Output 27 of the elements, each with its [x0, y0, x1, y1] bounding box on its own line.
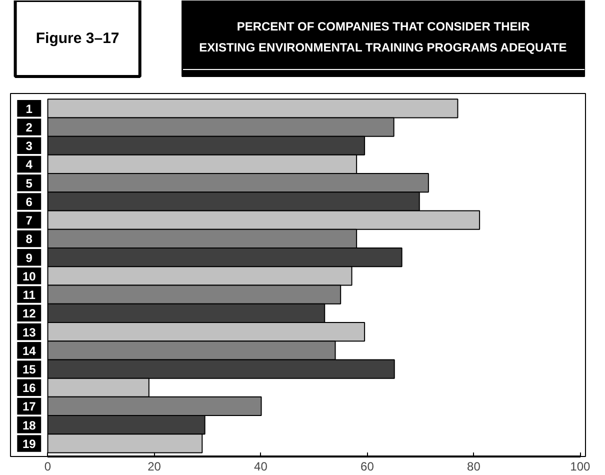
y-tick-label: 14: [22, 344, 36, 358]
y-tick-label: 8: [26, 232, 33, 246]
y-tick-label: 15: [22, 362, 36, 377]
y-tick-label: 10: [22, 269, 36, 284]
y-tick-label: 7: [26, 214, 33, 228]
x-tick-label: 80: [467, 460, 481, 474]
y-tick-label: 19: [22, 436, 36, 451]
x-tick-label: 60: [360, 460, 374, 474]
y-tick-label: 11: [22, 288, 36, 302]
caption: Figure 3–17: [36, 30, 120, 47]
y-tick-label: 9: [26, 250, 33, 265]
y-tick-label: 2: [26, 120, 33, 135]
y-tick-label: 17: [22, 400, 36, 414]
y-tick-label: 4: [26, 158, 33, 172]
y-tick-label: 5: [26, 176, 33, 190]
x-tick-label: 0: [44, 460, 52, 474]
y-tick-label: 13: [22, 325, 36, 340]
y-tick-label: 6: [26, 194, 33, 209]
x-tick-label: 20: [148, 460, 162, 474]
y-tick-label: 12: [22, 306, 36, 321]
y-tick-label: 3: [26, 139, 33, 154]
y-tick-label: 18: [22, 418, 36, 432]
y-tick-label: 16: [22, 381, 36, 396]
x-tick-label: 100: [570, 460, 591, 474]
x-tick-label: 40: [254, 460, 268, 474]
y-tick-label: 1: [26, 102, 33, 116]
chart-title: PERCENT OF COMPANIES THAT CONSIDER THEIR EXISTING ENVIRONMENTAL TRAINING PROGRAMS ADEQUATE: [199, 20, 567, 54]
